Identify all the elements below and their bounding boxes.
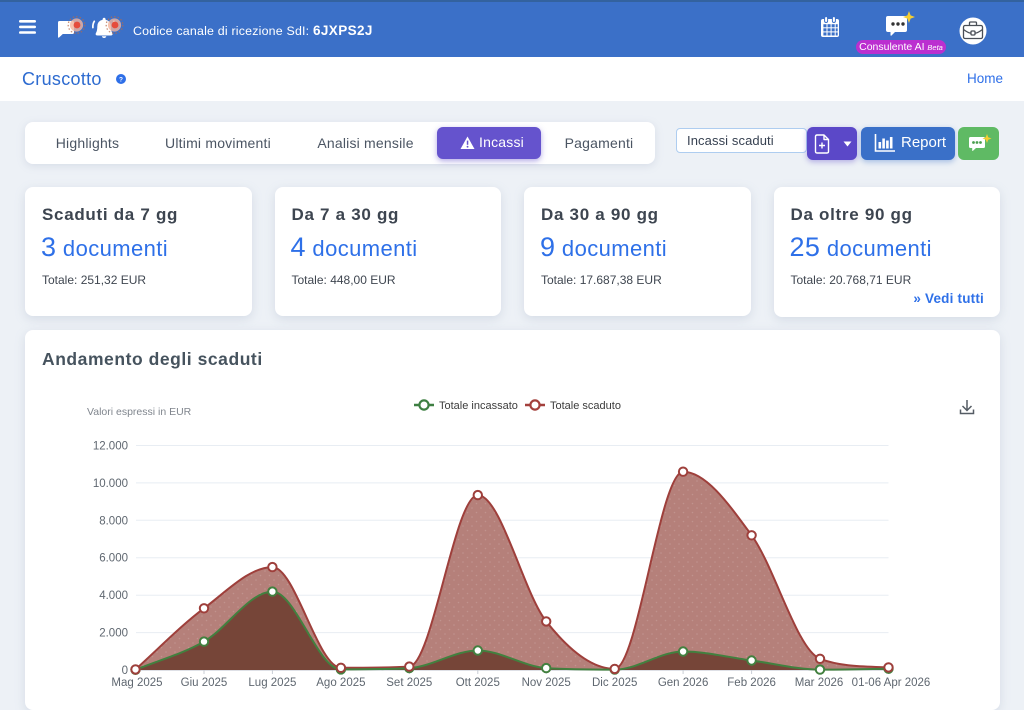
- svg-text:Mar 2026: Mar 2026: [795, 677, 844, 689]
- svg-text:Mag 2025: Mag 2025: [111, 677, 162, 689]
- svg-text:Nov 2025: Nov 2025: [522, 677, 571, 689]
- svg-text:2.000: 2.000: [99, 628, 128, 640]
- svg-text:Totale incassato: Totale incassato: [439, 400, 518, 412]
- svg-text:12.000: 12.000: [93, 441, 128, 453]
- svg-text:Ott 2025: Ott 2025: [456, 677, 500, 689]
- svg-text:4.000: 4.000: [99, 590, 128, 602]
- svg-text:Set 2025: Set 2025: [386, 677, 432, 689]
- svg-text:Lug 2025: Lug 2025: [248, 677, 296, 689]
- svg-text:?: ?: [119, 76, 123, 83]
- svg-text:0: 0: [122, 665, 128, 677]
- svg-text:Giu 2025: Giu 2025: [181, 677, 228, 689]
- svg-text:Dic 2025: Dic 2025: [592, 677, 637, 689]
- svg-text:Totale scaduto: Totale scaduto: [550, 400, 621, 412]
- svg-text:Feb 2026: Feb 2026: [727, 677, 776, 689]
- svg-text:Gen 2026: Gen 2026: [658, 677, 709, 689]
- svg-text:6.000: 6.000: [99, 553, 128, 565]
- svg-text:Ago 2025: Ago 2025: [316, 677, 365, 689]
- svg-text:10.000: 10.000: [93, 478, 128, 490]
- svg-text:01-06 Apr 2026: 01-06 Apr 2026: [852, 677, 931, 689]
- svg-text:8.000: 8.000: [99, 515, 128, 527]
